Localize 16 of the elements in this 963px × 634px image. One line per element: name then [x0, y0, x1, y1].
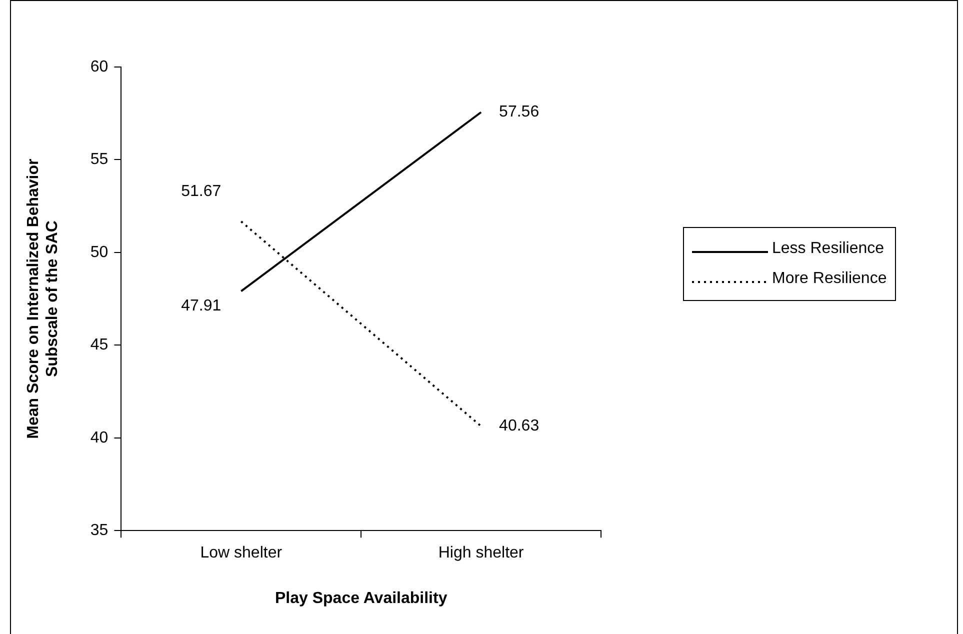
data-label: 57.56: [499, 104, 540, 121]
x-axis-title: Play Space Availability: [274, 590, 448, 607]
y-tick-label: 55: [90, 151, 108, 168]
y-tick-label: 50: [90, 244, 108, 261]
y-axis-title: Mean Score on Internalized Behavior Subscale of the SAC: [25, 158, 62, 439]
data-label: 47.91: [181, 298, 222, 315]
y-tick-label: 45: [90, 336, 108, 354]
y-tick-label: 35: [90, 522, 108, 540]
x-tick-label: Low shelter: [200, 544, 283, 562]
y-tick-label: 40: [90, 429, 108, 446]
legend-label: Less Resilience: [772, 240, 884, 258]
legend-label: More Resilience: [772, 270, 887, 288]
y-tick-label: 60: [90, 58, 108, 76]
x-tick-label: High shelter: [438, 544, 524, 562]
data-label: 40.63: [499, 418, 540, 435]
data-label: 51.67: [181, 182, 222, 200]
